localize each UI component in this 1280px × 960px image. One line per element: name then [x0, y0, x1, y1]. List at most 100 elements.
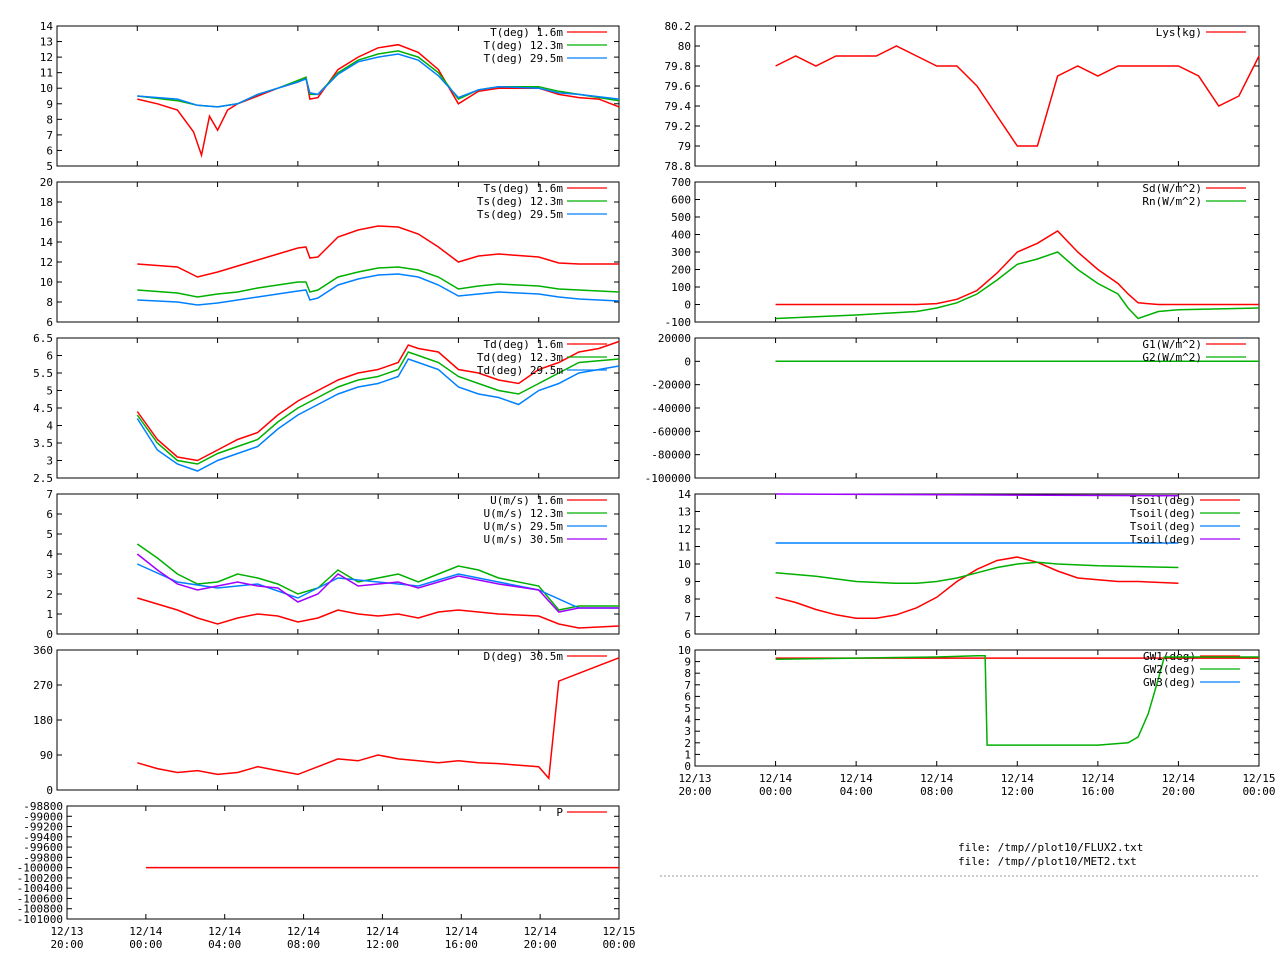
- y-tick-label: 7: [46, 129, 53, 142]
- legend-label: U(m/s) 30.5m: [484, 533, 564, 546]
- x-tick-label-time: 00:00: [1242, 785, 1275, 798]
- y-tick-label: 80.2: [665, 20, 692, 33]
- y-tick-label: 1: [46, 608, 53, 621]
- y-tick-label: 6: [46, 144, 53, 157]
- y-tick-label: 3: [46, 455, 53, 468]
- legend-label: D(deg) 30.5m: [484, 650, 564, 663]
- legend-label: Tsoil(deg): [1130, 520, 1196, 533]
- y-tick-label: -99200: [23, 821, 63, 834]
- y-tick-label: 6: [46, 316, 53, 329]
- y-tick-label: 600: [671, 194, 691, 207]
- y-tick-label: 7: [684, 679, 691, 692]
- y-tick-label: 6: [46, 508, 53, 521]
- file-info: file: /tmp//plot10/FLUX2.txt file: /tmp/…: [660, 841, 1260, 877]
- y-tick-label: 9: [684, 656, 691, 669]
- x-tick-label-date: 12/14: [524, 925, 557, 938]
- x-tick-label-time: 04:00: [208, 938, 241, 951]
- series-line-rad-0: [775, 230, 1259, 306]
- x-tick-label-date: 12/13: [678, 772, 711, 785]
- plot-frame: [56, 25, 620, 167]
- y-tick-label: 360: [33, 644, 53, 657]
- legend-label: Sd(W/m^2): [1142, 182, 1202, 195]
- legend-label: T(deg) 1.6m: [490, 26, 563, 39]
- y-tick-label: 0: [684, 760, 691, 773]
- x-tick-label-date: 12/13: [50, 925, 83, 938]
- plot-frame: [694, 25, 1260, 167]
- y-tick-label: 400: [671, 229, 691, 242]
- y-tick-label: 500: [671, 211, 691, 224]
- x-tick-label-date: 12/14: [366, 925, 399, 938]
- y-tick-label: 4: [684, 714, 691, 727]
- x-tick-label-date: 12/14: [129, 925, 162, 938]
- series-line-u-2: [136, 563, 619, 609]
- legend-label: Lys(kg): [1156, 26, 1202, 39]
- x-tick-label-date: 12/14: [920, 772, 953, 785]
- x-tick-label-time: 20:00: [1162, 785, 1195, 798]
- y-tick-label: 9: [46, 98, 53, 111]
- y-tick-label: 10: [40, 276, 53, 289]
- y-tick-label: 10: [678, 558, 691, 571]
- legend-label: Td(deg) 12.3m: [477, 351, 563, 364]
- x-tick-label-time: 12:00: [1001, 785, 1034, 798]
- y-tick-label: 8: [684, 667, 691, 680]
- y-tick-label: 79.6: [665, 80, 692, 93]
- x-tick-label-date: 12/14: [287, 925, 320, 938]
- legend-label: Ts(deg) 12.3m: [477, 195, 563, 208]
- panel-t: 5 6 7 8 9 10 11 12 13 14 T(deg) 1.6mT(deg) 12.3mT(…: [40, 20, 620, 173]
- y-tick-label: 79.8: [665, 60, 692, 73]
- x-tick-label-time: 16:00: [1081, 785, 1114, 798]
- y-tick-label: -20000: [651, 379, 691, 392]
- legend-label: P: [556, 806, 563, 819]
- x-tick-label-time: 20:00: [50, 938, 83, 951]
- y-tick-label: 90: [40, 749, 53, 762]
- y-tick-label: 5: [684, 702, 691, 715]
- y-tick-label: -100400: [17, 882, 63, 895]
- series-line-tsoil-3: [775, 493, 1179, 497]
- y-tick-label: 13: [40, 36, 53, 49]
- legend-label: Rn(W/m^2): [1142, 195, 1202, 208]
- y-tick-label: 6.5: [33, 332, 53, 345]
- y-tick-label: 3.5: [33, 437, 53, 450]
- y-tick-label: 12: [40, 256, 53, 269]
- y-tick-label: -98800: [23, 800, 63, 813]
- y-tick-label: 20000: [658, 332, 691, 345]
- y-tick-label: 0: [46, 628, 53, 641]
- x-tick-label-time: 00:00: [129, 938, 162, 951]
- plot-frame: [56, 649, 620, 791]
- legend-label: U(m/s) 12.3m: [484, 507, 564, 520]
- x-tick-label-date: 12/14: [208, 925, 241, 938]
- y-tick-label: 3: [46, 568, 53, 581]
- panel-lys: 78.8 79 79.2 79.4 79.6 79.8 80 80.2 Lys(kg): [665, 20, 1260, 173]
- y-tick-label: 180: [33, 714, 53, 727]
- x-tick-label-date: 12/14: [759, 772, 792, 785]
- panel-rad: -100 0 100 200 300 400 500 600 700 Sd(W/m^2)Rn(W/…: [665, 176, 1260, 329]
- y-tick-label: -100800: [17, 903, 63, 916]
- y-tick-label: 9: [684, 576, 691, 589]
- y-tick-label: 6: [684, 628, 691, 641]
- legend-label: Tsoil(deg): [1130, 533, 1196, 546]
- y-tick-label: -100600: [17, 892, 63, 905]
- y-tick-label: 1: [684, 748, 691, 761]
- y-tick-label: -99400: [23, 831, 63, 844]
- legend-label: Td(deg) 1.6m: [484, 338, 564, 351]
- series-line-ts-1: [137, 266, 620, 298]
- y-tick-label: -101000: [17, 913, 63, 926]
- x-tick-label-time: 00:00: [602, 938, 635, 951]
- file-label-1: file: /tmp//plot10/FLUX2.txt: [958, 841, 1143, 854]
- y-tick-label: 13: [678, 506, 691, 519]
- y-tick-label: -40000: [651, 402, 691, 415]
- x-tick-label-time: 20:00: [524, 938, 557, 951]
- plot-frame: [66, 805, 620, 920]
- y-tick-label: 14: [678, 488, 692, 501]
- legend-label: Ts(deg) 29.5m: [477, 208, 563, 221]
- series-line-t-2: [137, 53, 620, 108]
- file-label-2: file: /tmp//plot10/MET2.txt: [958, 855, 1137, 868]
- x-tick-label-date: 12/14: [1162, 772, 1195, 785]
- y-tick-label: 79.2: [665, 120, 692, 133]
- y-tick-label: 2: [684, 737, 691, 750]
